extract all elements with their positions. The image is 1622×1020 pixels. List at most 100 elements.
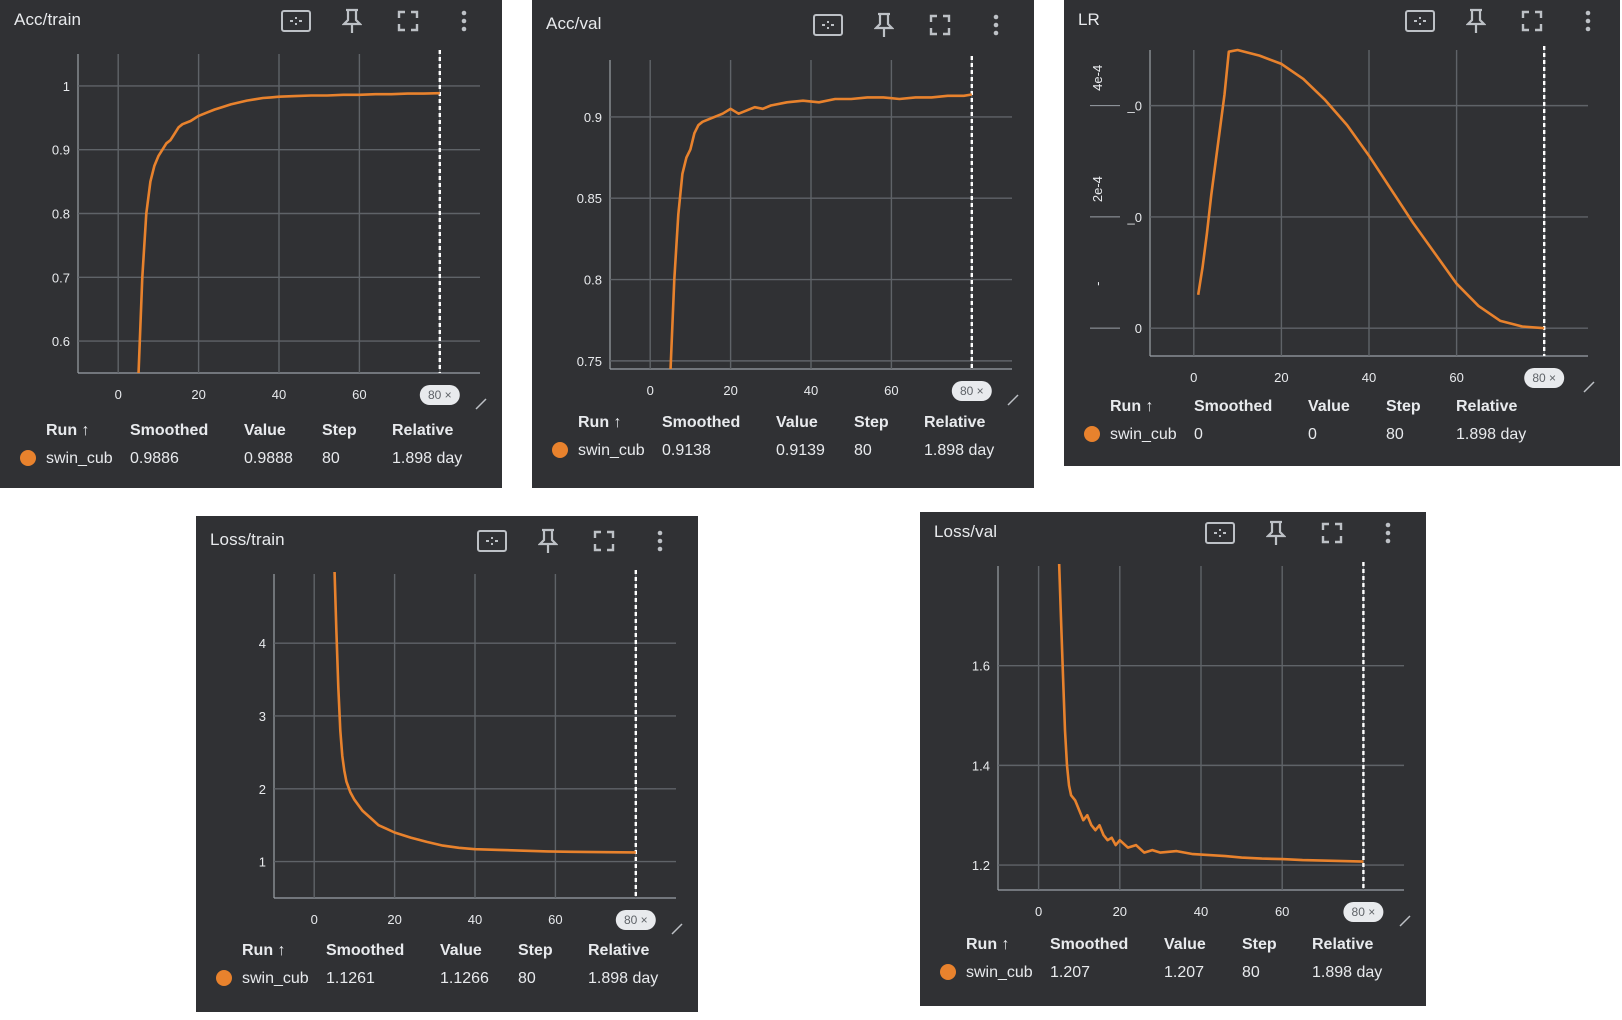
step-value: 80 [322, 450, 340, 467]
y-tick-label: _0 [1127, 99, 1142, 114]
card-toolbar [464, 526, 688, 556]
col-smoothed: Smoothed [1194, 398, 1273, 415]
fit-domain-icon[interactable] [268, 6, 324, 36]
chart-plot[interactable]: 0 20 40 60 0.6 0.7 0.8 0.9 1 80 × [40, 48, 490, 413]
more-vert-icon[interactable] [436, 6, 492, 36]
fullscreen-icon[interactable] [912, 10, 968, 40]
table-row[interactable]: swin_cub 0.9138 0.9139 80 1.898 day [552, 438, 994, 460]
y-tick-label: _0 [1127, 210, 1142, 225]
y-side-label: 2e-4 [1090, 176, 1105, 202]
run-color-dot [20, 450, 36, 466]
col-smoothed: Smoothed [1050, 936, 1129, 953]
raw-value: 1.207 [1164, 964, 1205, 981]
more-vert-icon[interactable] [1560, 6, 1616, 36]
y-tick-label: 0.9 [584, 110, 602, 125]
run-table: Run ↑ Smoothed Value Step Relative swin_… [1084, 398, 1526, 444]
chart-svg: 0 20 40 60 1.2 1.4 1.6 80 × [972, 562, 1411, 927]
smoothed-value: 0.9886 [130, 450, 179, 467]
more-vert-icon[interactable] [1360, 518, 1416, 548]
fit-domain-icon[interactable] [1392, 6, 1448, 36]
x-tick-label: 20 [387, 912, 401, 927]
fullscreen-icon[interactable] [576, 526, 632, 556]
step-chip[interactable]: 80 × [1343, 902, 1384, 922]
step-chip[interactable]: 80 × [615, 910, 656, 930]
chart-svg: 0 20 40 60 0 _0 _0 4e-4 2e-4 - 80 × [1090, 46, 1595, 393]
fit-domain-icon[interactable] [1192, 518, 1248, 548]
step-chip[interactable]: 80 × [951, 381, 992, 401]
x-tick-label: 60 [884, 383, 898, 398]
series-line-swin-cub [1196, 48, 1545, 330]
run-color-dot [552, 442, 568, 458]
col-step: Step [1386, 398, 1421, 415]
x-tick-label: 0 [115, 387, 122, 402]
chart-plot[interactable]: 0 20 40 60 1 2 3 4 80 × [236, 568, 686, 938]
step-chip-bg [419, 385, 460, 405]
col-relative: Relative [392, 422, 454, 439]
fullscreen-icon[interactable] [380, 6, 436, 36]
step-chip-label: 80 × [428, 388, 452, 402]
chart-plot[interactable]: 0 20 40 60 1.2 1.4 1.6 80 × [960, 560, 1414, 930]
col-smoothed: Smoothed [662, 414, 741, 431]
table-row[interactable]: swin_cub 1.207 1.207 80 1.898 day [940, 960, 1382, 982]
col-value: Value [1164, 936, 1206, 953]
col-run[interactable]: Run ↑ [1110, 398, 1154, 415]
card-title: Loss/val [934, 522, 998, 541]
pin-icon[interactable] [520, 526, 576, 556]
col-run[interactable]: Run ↑ [578, 414, 622, 431]
table-row[interactable]: swin_cub 0.9886 0.9888 80 1.898 day [20, 446, 462, 468]
fullscreen-icon[interactable] [1304, 518, 1360, 548]
y-tick-label: 1.6 [972, 659, 990, 674]
relative-value: 1.898 day [392, 450, 463, 467]
x-tick-label: 40 [804, 383, 818, 398]
y-tick-label: 1 [63, 79, 70, 94]
y-tick-label: 0.75 [577, 354, 602, 369]
chart-card-loss-train: Loss/train 0 20 40 60 1 2 3 4 80 × Run ↑ Smoothe… [196, 516, 698, 1012]
y-tick-label: 0.6 [52, 334, 70, 349]
pin-icon[interactable] [856, 10, 912, 40]
x-tick-label: 0 [1035, 904, 1042, 919]
smoothed-value: 1.1261 [326, 970, 375, 987]
chart-plot[interactable]: 0 20 40 60 0 _0 _0 4e-4 2e-4 - 80 × [1080, 44, 1598, 396]
step-chip-bg [951, 381, 992, 401]
x-tick-label: 40 [1194, 904, 1208, 919]
col-run[interactable]: Run ↑ [966, 936, 1010, 953]
table-row[interactable]: swin_cub 0 0 80 1.898 day [1084, 422, 1526, 444]
step-chip[interactable]: 80 × [1524, 368, 1565, 388]
col-relative: Relative [924, 414, 986, 431]
card-toolbar [1192, 518, 1416, 548]
x-tick-label: 60 [352, 387, 366, 402]
step-chip[interactable]: 80 × [419, 385, 460, 405]
x-tick-label: 20 [1274, 370, 1288, 385]
series-line-swin-cub [137, 91, 440, 373]
raw-value: 0 [1308, 426, 1317, 443]
card-title: Acc/val [546, 14, 602, 33]
raw-value: 1.1266 [440, 970, 489, 987]
more-vert-icon[interactable] [632, 526, 688, 556]
table-row[interactable]: swin_cub 1.1261 1.1266 80 1.898 day [216, 966, 658, 988]
col-relative: Relative [1456, 398, 1518, 415]
fit-domain-icon[interactable] [464, 526, 520, 556]
fit-domain-icon[interactable] [800, 10, 856, 40]
x-tick-label: 40 [1362, 370, 1376, 385]
col-value: Value [1308, 398, 1350, 415]
col-run[interactable]: Run ↑ [242, 942, 286, 959]
more-vert-icon[interactable] [968, 10, 1024, 40]
chart-card-loss-val: Loss/val 0 20 40 60 1.2 1.4 1.6 80 × Run ↑ Smoo… [920, 512, 1426, 1006]
pin-icon[interactable] [1248, 518, 1304, 548]
step-value: 80 [854, 442, 872, 459]
y-tick-label: 0.9 [52, 143, 70, 158]
col-relative: Relative [588, 942, 650, 959]
pin-icon[interactable] [324, 6, 380, 36]
col-value: Value [440, 942, 482, 959]
smoothed-value: 0 [1194, 426, 1203, 443]
chart-plot[interactable]: 0 20 40 60 0.75 0.8 0.85 0.9 80 × [572, 54, 1022, 409]
col-run[interactable]: Run ↑ [46, 422, 90, 439]
card-toolbar [268, 6, 492, 36]
fullscreen-icon[interactable] [1504, 6, 1560, 36]
y-tick-label: 3 [259, 709, 266, 724]
chart-svg: 0 20 40 60 0.75 0.8 0.85 0.9 80 × [577, 56, 1019, 406]
pin-icon[interactable] [1448, 6, 1504, 36]
col-step: Step [854, 414, 889, 431]
x-tick-label: 60 [1449, 370, 1463, 385]
y-side-label: - [1090, 282, 1105, 286]
